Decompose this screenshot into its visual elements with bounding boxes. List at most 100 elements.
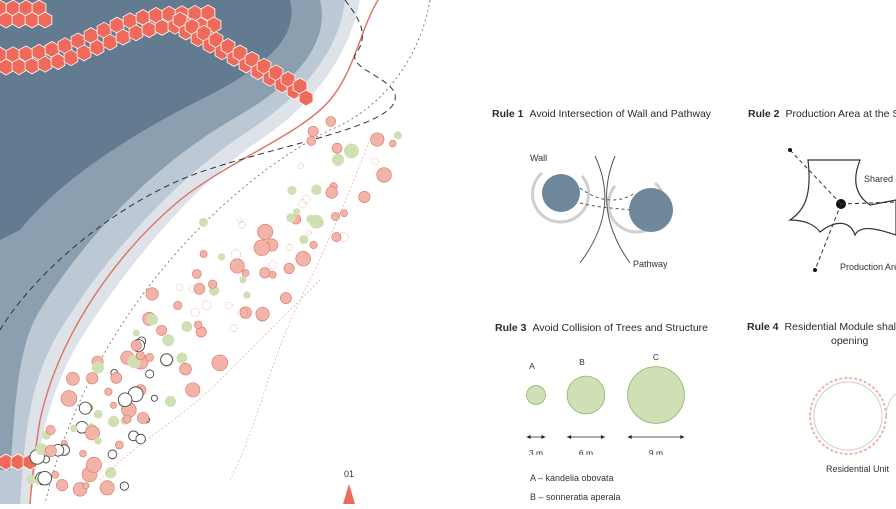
tree (86, 456, 102, 473)
mangrove-trees (26, 116, 403, 497)
tree (298, 163, 304, 169)
tree (160, 353, 173, 366)
legend-a: A – kandelia obovata (530, 473, 614, 483)
tree (164, 395, 176, 407)
tree (176, 352, 188, 364)
tree (295, 251, 311, 267)
tree (257, 223, 274, 240)
tree-size-circle (526, 385, 546, 405)
tree (86, 372, 99, 385)
tree (325, 116, 336, 127)
hex-cell (24, 57, 40, 75)
tree (292, 208, 301, 216)
tree (122, 414, 132, 424)
tree (269, 270, 277, 279)
tree (194, 320, 203, 330)
tree (119, 481, 129, 491)
tree (376, 167, 392, 183)
hex-cell (115, 28, 131, 46)
tree (130, 340, 142, 351)
tree (307, 125, 319, 137)
tree (211, 354, 228, 372)
tree (150, 394, 158, 402)
tree-letter: B (579, 357, 585, 367)
tree-size-circle (566, 375, 606, 415)
tree (135, 351, 145, 361)
shared-label: Shared N (864, 174, 896, 184)
tree (239, 276, 247, 284)
hex-cell (89, 39, 105, 57)
hex-cell (141, 21, 157, 38)
tree (132, 329, 140, 337)
tree (104, 387, 113, 396)
tree (85, 425, 100, 441)
compass-label: 01 (344, 469, 354, 479)
tree (35, 443, 48, 456)
tree (201, 300, 212, 311)
tree (193, 283, 206, 295)
tree (285, 243, 293, 251)
hex-cell (37, 55, 53, 73)
site-pathways (99, 139, 371, 481)
tree (287, 185, 297, 195)
pathway-label: Pathway (633, 259, 668, 269)
tree (190, 307, 200, 317)
hex-cell (37, 11, 53, 29)
tree (114, 440, 124, 450)
tree (69, 424, 78, 433)
tree (93, 409, 103, 419)
tree (393, 131, 403, 140)
tree (199, 250, 208, 258)
hex-cell (128, 24, 144, 42)
rule-3-title: Rule 3 Avoid Collision of Trees and Struc… (495, 322, 708, 334)
tree (94, 436, 102, 445)
pond-left (542, 174, 580, 212)
tree (238, 221, 246, 229)
rule-4-diagram (809, 377, 896, 455)
tree (110, 372, 123, 384)
dotted-boundary (44, 0, 431, 505)
tree (181, 321, 193, 332)
tree (299, 234, 309, 244)
tree (389, 139, 397, 148)
hex-cell (298, 89, 314, 107)
tree (259, 267, 271, 279)
rule-1-diagram (531, 155, 673, 264)
tree (104, 467, 117, 479)
rule-2-diagram (788, 148, 896, 272)
tree (239, 306, 252, 319)
tree (358, 190, 371, 203)
tree (311, 184, 322, 196)
tree (370, 132, 385, 147)
tree (175, 283, 184, 292)
tree (331, 232, 342, 243)
tree (319, 221, 324, 227)
tree (146, 313, 159, 326)
tree (185, 382, 201, 398)
tree (340, 209, 348, 217)
tree (82, 482, 90, 490)
tree (309, 240, 318, 249)
production-area-label: Production Area (840, 262, 896, 272)
tree (107, 415, 120, 428)
tree (243, 291, 251, 299)
tree (325, 186, 338, 199)
pond-right (629, 188, 673, 232)
tree (79, 449, 87, 458)
rule-1-title: Rule 1 Avoid Intersection of Wall and Pat… (492, 108, 712, 120)
hex-cell (63, 49, 79, 67)
wall-label: Wall (530, 153, 548, 163)
tree (117, 392, 133, 407)
tree-size-label: 6 m (579, 448, 593, 455)
tree (331, 212, 340, 221)
tree (78, 401, 92, 415)
hex-cell (102, 33, 118, 51)
tree (343, 143, 359, 159)
tree (229, 324, 238, 333)
tree (198, 217, 208, 227)
hex-cell (76, 44, 92, 62)
tree (145, 353, 154, 362)
tree (107, 449, 118, 460)
